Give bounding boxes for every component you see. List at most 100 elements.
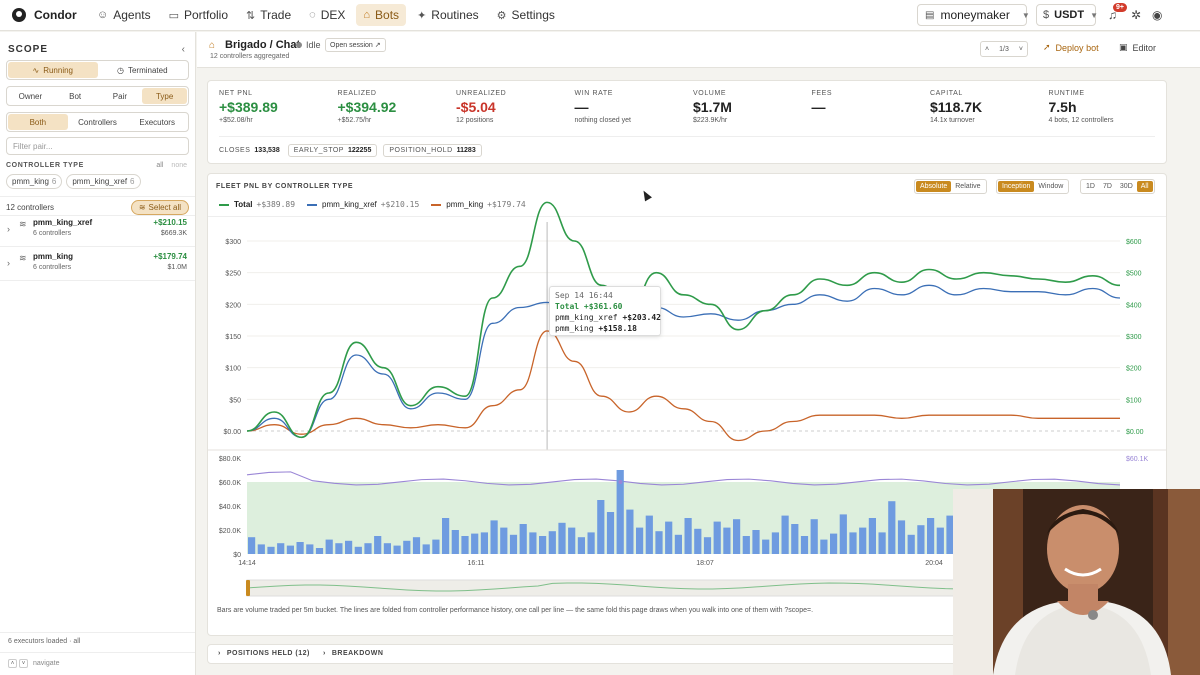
editor-button[interactable]: ▣ Editor (1119, 42, 1156, 53)
aggregated-label: 12 controllers aggregated (210, 53, 290, 60)
volume-bar (771, 532, 779, 554)
tooltip-s2: +$158.18 (598, 324, 637, 333)
chevron-right-icon[interactable]: › (7, 258, 10, 268)
range-all[interactable]: All (1136, 181, 1153, 192)
mode-toggle: Absolute Relative (914, 179, 987, 194)
open-session-label: Open session (330, 42, 373, 49)
prev-icon[interactable]: ˄ (985, 45, 990, 53)
currency-selector[interactable]: $ USDT ▼ (1036, 4, 1098, 26)
tab-executors[interactable]: Executors (139, 117, 175, 127)
chevron-right-icon[interactable]: › (7, 224, 10, 234)
volume-bar (781, 515, 789, 554)
volume-bar (461, 536, 469, 554)
tab-type[interactable]: Type (142, 88, 187, 104)
tab-owner[interactable]: Owner (18, 91, 43, 101)
group-tabs: Owner Bot Pair Type (6, 86, 189, 106)
legend-label: pmm_king_xref (322, 200, 377, 209)
row-pnl: +$179.74 (153, 252, 187, 261)
closes-row: CLOSES 133,538 EARLY_STOP 122255 POSITION… (219, 144, 488, 157)
range-30d[interactable]: 30D (1119, 183, 1133, 190)
list-item[interactable]: › ≋ pmm_king_xref 6 controllers +$210.15… (0, 215, 195, 247)
volume-bar (820, 539, 828, 554)
bell-icon[interactable]: ♫ (1108, 8, 1117, 22)
nav-routines[interactable]: ✦ Routines (410, 4, 486, 26)
nav-label: Trade (260, 8, 292, 22)
volume-bar (888, 501, 896, 554)
chevron-down-icon: ▼ (1090, 10, 1098, 20)
nav-trade[interactable]: ⇅ Trade (239, 4, 298, 26)
window-inception[interactable]: Inception (998, 181, 1035, 192)
chip-pmm-king[interactable]: pmm_king 6 (6, 174, 63, 189)
legend-xref[interactable]: pmm_king_xref +$210.15 (307, 200, 419, 209)
nav-settings[interactable]: ⚙ Settings (490, 4, 562, 26)
tab-terminated[interactable]: ◷ Terminated (98, 62, 188, 78)
tooltip-total: +$361.60 (583, 302, 623, 311)
nav-bots[interactable]: ⌂ Bots (356, 4, 407, 26)
agents-icon: ☺ (97, 9, 109, 21)
volume-bar (393, 545, 401, 554)
metric-label: UNREALIZED (456, 90, 507, 97)
next-icon[interactable]: ˅ (1018, 45, 1023, 53)
chart-legend: Total +$389.89 pmm_king_xref +$210.15 pmm_… (219, 200, 538, 209)
bug-icon[interactable]: ✲ (1131, 8, 1142, 22)
navigator-handle (246, 580, 250, 596)
tab-running[interactable]: ∿ Running (8, 62, 98, 78)
volume-tick-label: $60.0K (219, 480, 242, 487)
row-volume: $1.0M (167, 264, 187, 271)
list-item[interactable]: › ≋ pmm_king 6 controllers +$179.74 $1.0… (0, 249, 195, 281)
capital-tick-label: $60.1K (1126, 456, 1149, 463)
metric-value: $118.7K (930, 99, 983, 115)
legend-total[interactable]: Total +$389.89 (219, 200, 295, 209)
open-session-button[interactable]: Open session ↗ (325, 38, 386, 52)
mode-absolute[interactable]: Absolute (916, 181, 952, 192)
nav-agents[interactable]: ☺ Agents (90, 4, 158, 26)
filter-pair-input[interactable]: Filter pair... (6, 137, 189, 155)
legend-king[interactable]: pmm_king +$179.74 (431, 200, 526, 209)
volume-bar (713, 521, 721, 554)
chip-pmm-king-xref[interactable]: pmm_king_xref 6 (66, 174, 141, 189)
volume-bar (306, 544, 314, 554)
volume-bar (703, 537, 712, 554)
filter-all-link[interactable]: all (156, 162, 164, 169)
mode-relative[interactable]: Relative (955, 183, 981, 190)
filter-none-link[interactable]: none (171, 162, 187, 169)
tab-pair[interactable]: Pair (112, 91, 127, 101)
brand-name: Condor (34, 8, 77, 22)
controller-type-label: CONTROLLER TYPE (6, 162, 84, 169)
volume-tick-label: $20.0K (219, 528, 242, 535)
legend-value: +$389.89 (256, 200, 296, 209)
hover-dot (618, 480, 623, 484)
deploy-bot-button[interactable]: ➚ Deploy bot (1043, 42, 1099, 53)
tab-positions-held[interactable]: › POSITIONS HELD (12) (218, 650, 310, 657)
volume-bar (849, 532, 857, 554)
tab-running-label: Running (43, 65, 73, 75)
range-7d[interactable]: 7D (1102, 183, 1112, 190)
tab-breakdown[interactable]: › BREAKDOWN (323, 650, 383, 657)
nav-dex[interactable]: ◌ DEX (302, 4, 352, 26)
eye-icon[interactable]: ◉ (1152, 8, 1163, 22)
chevron-right-icon: › (218, 650, 221, 657)
window-window[interactable]: Window (1038, 183, 1064, 190)
metric-label: VOLUME (693, 90, 727, 97)
volume-bar (509, 534, 518, 554)
bot-pager: ˄ 1/3 ˅ (980, 41, 1028, 57)
volume-bar (810, 519, 818, 554)
closes-value: 133,538 (254, 147, 280, 154)
collapse-sidebar-icon[interactable]: ‹ (181, 44, 185, 55)
tab-both[interactable]: Both (8, 114, 68, 130)
range-1d[interactable]: 1D (1086, 183, 1095, 190)
y2-tick-label: $500 (1126, 271, 1142, 278)
select-all-button[interactable]: ≋ Select all (130, 199, 189, 215)
nav-portfolio[interactable]: ▭ Portfolio (162, 4, 235, 26)
tab-bot[interactable]: Bot (69, 91, 82, 101)
select-all-label: Select all (148, 202, 181, 212)
volume-bar (577, 537, 585, 554)
chip-count: 6 (51, 177, 57, 186)
volume-bar (946, 515, 954, 554)
layers-icon: ≋ (19, 219, 27, 229)
nav-label: Routines (431, 8, 479, 22)
tab-controllers[interactable]: Controllers (78, 117, 117, 127)
brand[interactable]: Condor (12, 8, 90, 22)
account-selector[interactable]: ▤ moneymaker ▼ (917, 4, 1030, 26)
range-toggle: 1D 7D 30D All (1080, 179, 1155, 194)
